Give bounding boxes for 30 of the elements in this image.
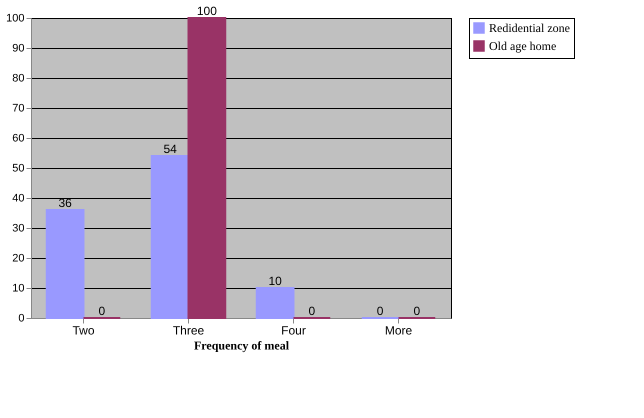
y-tick-label: 80 xyxy=(12,72,24,84)
bar xyxy=(256,287,294,319)
y-tick-label: 60 xyxy=(12,132,24,144)
y-tick-label: 30 xyxy=(12,222,24,234)
y-tick-label: 20 xyxy=(12,252,24,264)
y-tick-label: 40 xyxy=(12,192,24,204)
x-tick-label: Three xyxy=(172,324,204,338)
data-label: 0 xyxy=(376,304,384,318)
x-axis-title: Frequency of meal xyxy=(194,338,290,352)
x-tick-label: Four xyxy=(281,324,306,338)
x-tick-label: Two xyxy=(72,324,95,338)
bar xyxy=(46,209,84,319)
y-tick-label: 70 xyxy=(12,102,24,114)
y-tick-label: 50 xyxy=(12,162,24,174)
y-tick-label: 0 xyxy=(18,312,24,324)
data-label: 0 xyxy=(98,304,106,318)
data-label: 100 xyxy=(196,4,218,18)
data-label: 36 xyxy=(58,196,72,210)
x-tick-label: More xyxy=(384,324,412,338)
bar xyxy=(188,17,226,319)
data-label: 0 xyxy=(308,304,316,318)
legend-label: Old age home xyxy=(489,39,556,53)
data-label: 54 xyxy=(163,142,178,156)
bar xyxy=(150,155,190,319)
y-tick-label: 90 xyxy=(12,42,24,54)
legend-label: Redidential zone xyxy=(489,21,570,35)
data-label: 10 xyxy=(268,274,282,288)
y-tick-label: 100 xyxy=(6,12,24,24)
y-tick-label: 10 xyxy=(12,282,24,294)
data-label: 0 xyxy=(414,304,421,318)
